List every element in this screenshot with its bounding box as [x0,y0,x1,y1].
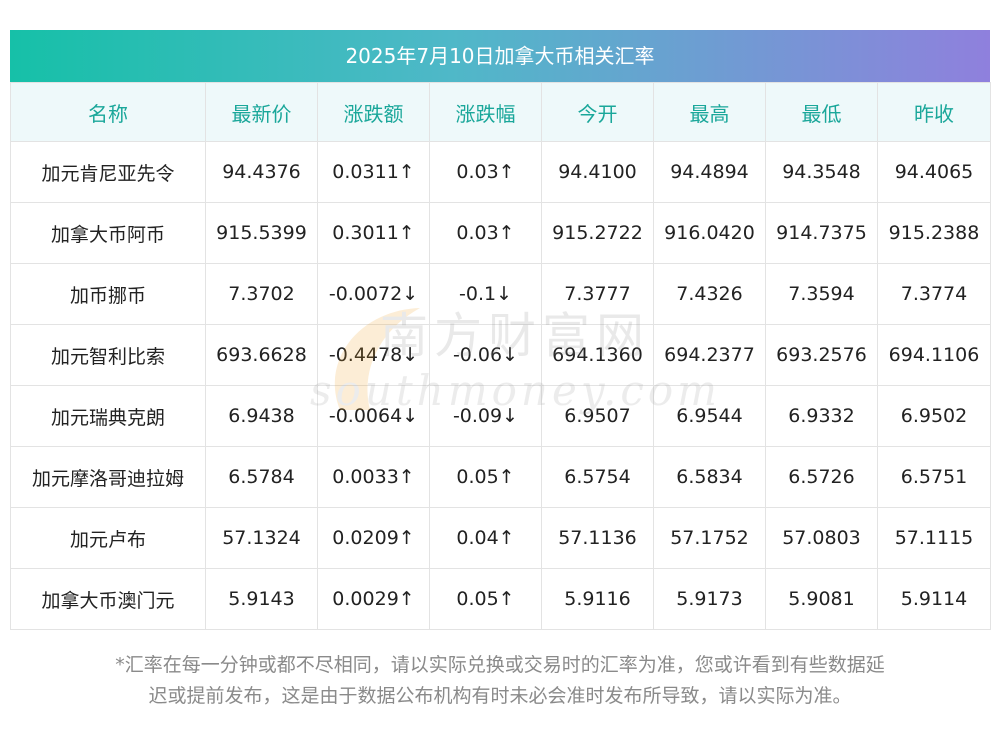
prev-close: 6.5751 [877,446,991,508]
pair-name: 加元智利比索 [10,324,206,386]
pair-name: 加元肯尼亚先令 [10,141,206,203]
header-change-pct: 涨跌幅 [429,82,542,142]
change-percent: 0.05↑ [429,446,542,508]
high-price: 94.4894 [653,141,766,203]
header-open: 今开 [541,82,654,142]
latest-price: 6.5784 [205,446,318,508]
open-price: 57.1136 [541,507,654,569]
low-price: 7.3594 [765,263,878,325]
latest-price: 5.9143 [205,568,318,630]
change-amount: 0.0029↑ [317,568,430,630]
header-low: 最低 [765,82,878,142]
pair-name: 加元瑞典克朗 [10,385,206,447]
table-row: 加元卢布 57.1324 0.0209↑ 0.04↑ 57.1136 57.1752 57.… [10,507,991,569]
open-price: 915.2722 [541,202,654,264]
change-percent: 0.04↑ [429,507,542,569]
disclaimer-line-1: *汇率在每一分钟或都不尽相同，请以实际兑换或交易时的汇率为准，您或许看到有些数据… [115,654,885,676]
prev-close: 915.2388 [877,202,991,264]
exchange-rate-table: 名称 最新价 涨跌额 涨跌幅 今开 最高 最低 昨收 加元肯尼亚先令 94.437… [10,82,991,630]
change-percent: 0.03↑ [429,141,542,203]
open-price: 5.9116 [541,568,654,630]
header-change: 涨跌额 [317,82,430,142]
header-latest: 最新价 [205,82,318,142]
prev-close: 57.1115 [877,507,991,569]
change-percent: -0.06↓ [429,324,542,386]
change-percent: 0.05↑ [429,568,542,630]
latest-price: 57.1324 [205,507,318,569]
latest-price: 693.6628 [205,324,318,386]
page-title: 2025年7月10日加拿大币相关汇率 [10,30,990,82]
table-row: 加元瑞典克朗 6.9438 -0.0064↓ -0.09↓ 6.9507 6.9544 6.… [10,385,991,447]
change-percent: 0.03↑ [429,202,542,264]
high-price: 6.5834 [653,446,766,508]
low-price: 6.9332 [765,385,878,447]
table-row: 加币挪币 7.3702 -0.0072↓ -0.1↓ 7.3777 7.4326 7.359… [10,263,991,325]
open-price: 694.1360 [541,324,654,386]
table-row: 加元摩洛哥迪拉姆 6.5784 0.0033↑ 0.05↑ 6.5754 6.5834 6.… [10,446,991,508]
table-row: 加元肯尼亚先令 94.4376 0.0311↑ 0.03↑ 94.4100 94.4894… [10,141,991,203]
pair-name: 加币挪币 [10,263,206,325]
change-amount: 0.0033↑ [317,446,430,508]
disclaimer-footnote: *汇率在每一分钟或都不尽相同，请以实际兑换或交易时的汇率为准，您或许看到有些数据… [10,650,990,712]
low-price: 94.3548 [765,141,878,203]
high-price: 57.1752 [653,507,766,569]
header-prev-close: 昨收 [877,82,991,142]
pair-name: 加元摩洛哥迪拉姆 [10,446,206,508]
high-price: 6.9544 [653,385,766,447]
change-amount: -0.0072↓ [317,263,430,325]
table-header-row: 名称 最新价 涨跌额 涨跌幅 今开 最高 最低 昨收 [10,82,991,142]
high-price: 5.9173 [653,568,766,630]
change-amount: -0.0064↓ [317,385,430,447]
table-row: 加元智利比索 693.6628 -0.4478↓ -0.06↓ 694.1360 694.… [10,324,991,386]
low-price: 5.9081 [765,568,878,630]
prev-close: 6.9502 [877,385,991,447]
open-price: 94.4100 [541,141,654,203]
change-percent: -0.09↓ [429,385,542,447]
high-price: 7.4326 [653,263,766,325]
low-price: 693.2576 [765,324,878,386]
table-row: 加拿大币阿币 915.5399 0.3011↑ 0.03↑ 915.2722 916.04… [10,202,991,264]
open-price: 7.3777 [541,263,654,325]
prev-close: 694.1106 [877,324,991,386]
latest-price: 94.4376 [205,141,318,203]
open-price: 6.9507 [541,385,654,447]
prev-close: 94.4065 [877,141,991,203]
pair-name: 加元卢布 [10,507,206,569]
low-price: 57.0803 [765,507,878,569]
pair-name: 加拿大币澳门元 [10,568,206,630]
change-amount: 0.3011↑ [317,202,430,264]
latest-price: 7.3702 [205,263,318,325]
table-row: 加拿大币澳门元 5.9143 0.0029↑ 0.05↑ 5.9116 5.9173 5.9… [10,568,991,630]
change-amount: 0.0209↑ [317,507,430,569]
header-name: 名称 [10,82,206,142]
high-price: 916.0420 [653,202,766,264]
disclaimer-line-2: 迟或提前发布，这是由于数据公布机构有时未必会准时发布所导致，请以实际为准。 [148,685,852,707]
pair-name: 加拿大币阿币 [10,202,206,264]
latest-price: 915.5399 [205,202,318,264]
low-price: 6.5726 [765,446,878,508]
change-amount: -0.4478↓ [317,324,430,386]
open-price: 6.5754 [541,446,654,508]
high-price: 694.2377 [653,324,766,386]
low-price: 914.7375 [765,202,878,264]
latest-price: 6.9438 [205,385,318,447]
prev-close: 7.3774 [877,263,991,325]
change-percent: -0.1↓ [429,263,542,325]
change-amount: 0.0311↑ [317,141,430,203]
prev-close: 5.9114 [877,568,991,630]
header-high: 最高 [653,82,766,142]
